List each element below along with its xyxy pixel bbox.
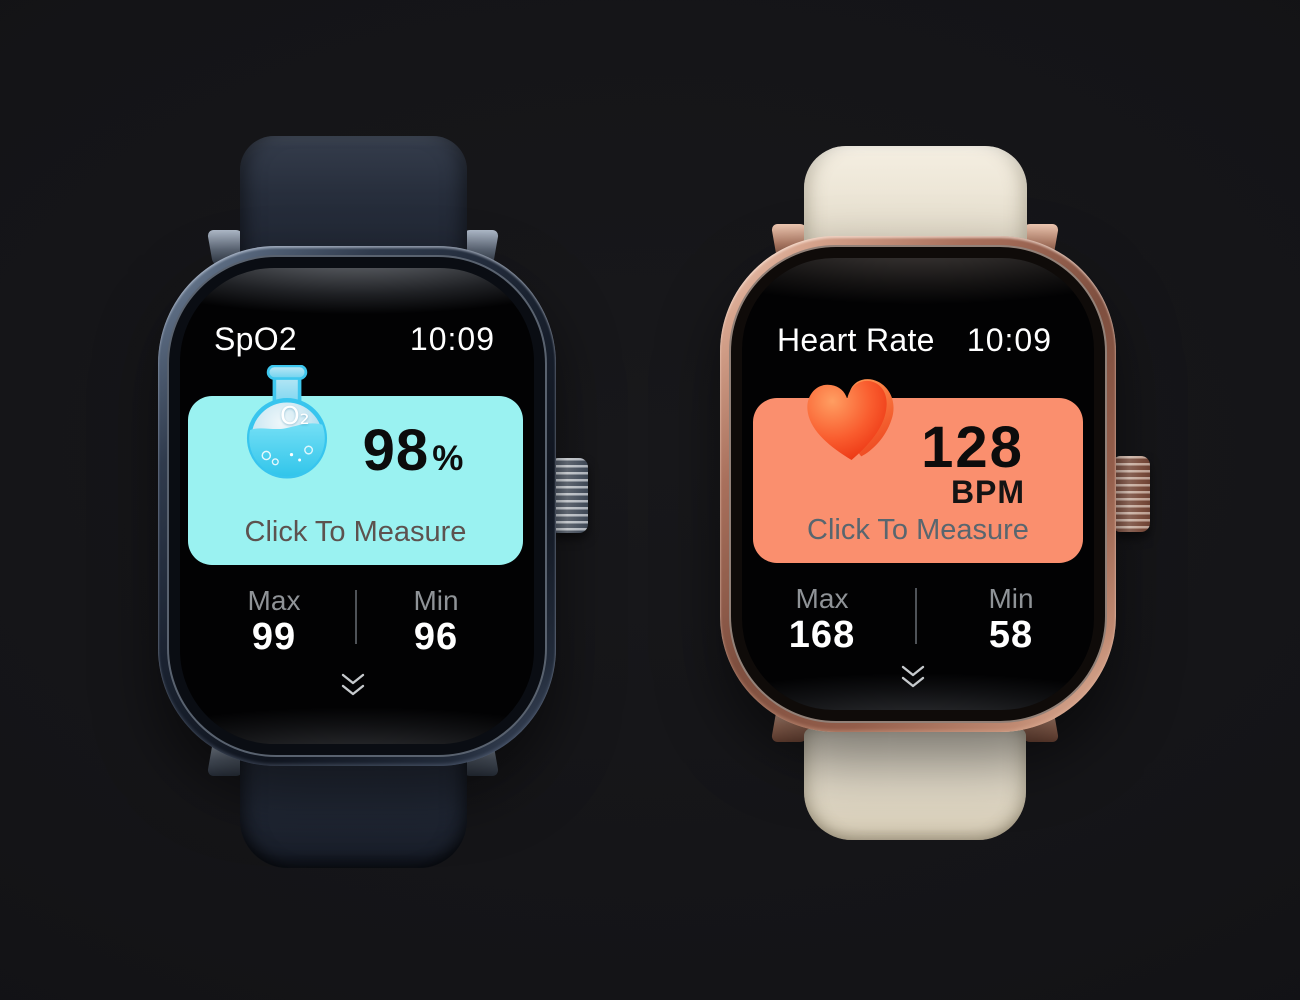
stat-min-value: 58 <box>988 614 1034 656</box>
stats-divider <box>355 590 357 644</box>
glass-reflection <box>752 258 1084 312</box>
stat-max: Max 168 <box>757 583 887 656</box>
stat-min: Min 96 <box>371 585 501 658</box>
click-to-measure-label[interactable]: Click To Measure <box>244 516 467 548</box>
spo2-unit: % <box>432 439 464 478</box>
watch-band-bottom <box>804 728 1026 840</box>
watch-bezel-ring: Heart Rate 10:09 <box>729 245 1107 723</box>
screen-title: SpO2 <box>214 321 298 357</box>
stats-divider <box>915 588 917 644</box>
stat-max: Max 99 <box>209 585 339 658</box>
status-time: 10:09 <box>966 322 1052 358</box>
heart-rate-measure-card[interactable]: 128 BPM Click To Measure <box>753 379 1083 563</box>
spo2-reading: 98 % <box>303 417 523 484</box>
spo2-measure-card[interactable]: O₂ 98 % Click To Measure <box>188 365 523 565</box>
stat-max-value: 99 <box>251 616 297 658</box>
heart-rate-unit: BPM <box>950 474 1026 510</box>
click-to-measure-label[interactable]: Click To Measure <box>807 514 1029 546</box>
screen-titlebar: Heart Rate 10:09 <box>777 322 1052 359</box>
flask-o2-label: O₂ <box>280 401 310 430</box>
stat-max-label: Max <box>247 585 301 616</box>
stat-min-label: Min <box>988 583 1034 614</box>
stat-min: Min 58 <box>946 583 1076 656</box>
watch-crown[interactable] <box>1106 456 1150 532</box>
watch-band-top <box>240 136 467 266</box>
watch-screen: Heart Rate 10:09 <box>742 258 1094 710</box>
double-chevron-down-icon[interactable] <box>339 673 367 699</box>
stat-min-label: Min <box>413 585 459 616</box>
status-time: 10:09 <box>409 321 495 357</box>
watch-case: Heart Rate 10:09 <box>720 236 1116 732</box>
spo2-value: 98 <box>362 418 430 483</box>
stat-max-label: Max <box>795 583 849 614</box>
screen-title: Heart Rate <box>777 322 935 358</box>
stat-min-value: 96 <box>413 616 459 658</box>
o2-flask-icon: O₂ <box>242 365 332 479</box>
stat-max-value: 168 <box>788 614 856 656</box>
screen-titlebar: SpO2 10:09 <box>214 321 495 358</box>
double-chevron-down-icon[interactable] <box>899 665 927 691</box>
heart-icon <box>803 376 897 464</box>
heart-rate-value: 128 <box>921 415 1024 480</box>
